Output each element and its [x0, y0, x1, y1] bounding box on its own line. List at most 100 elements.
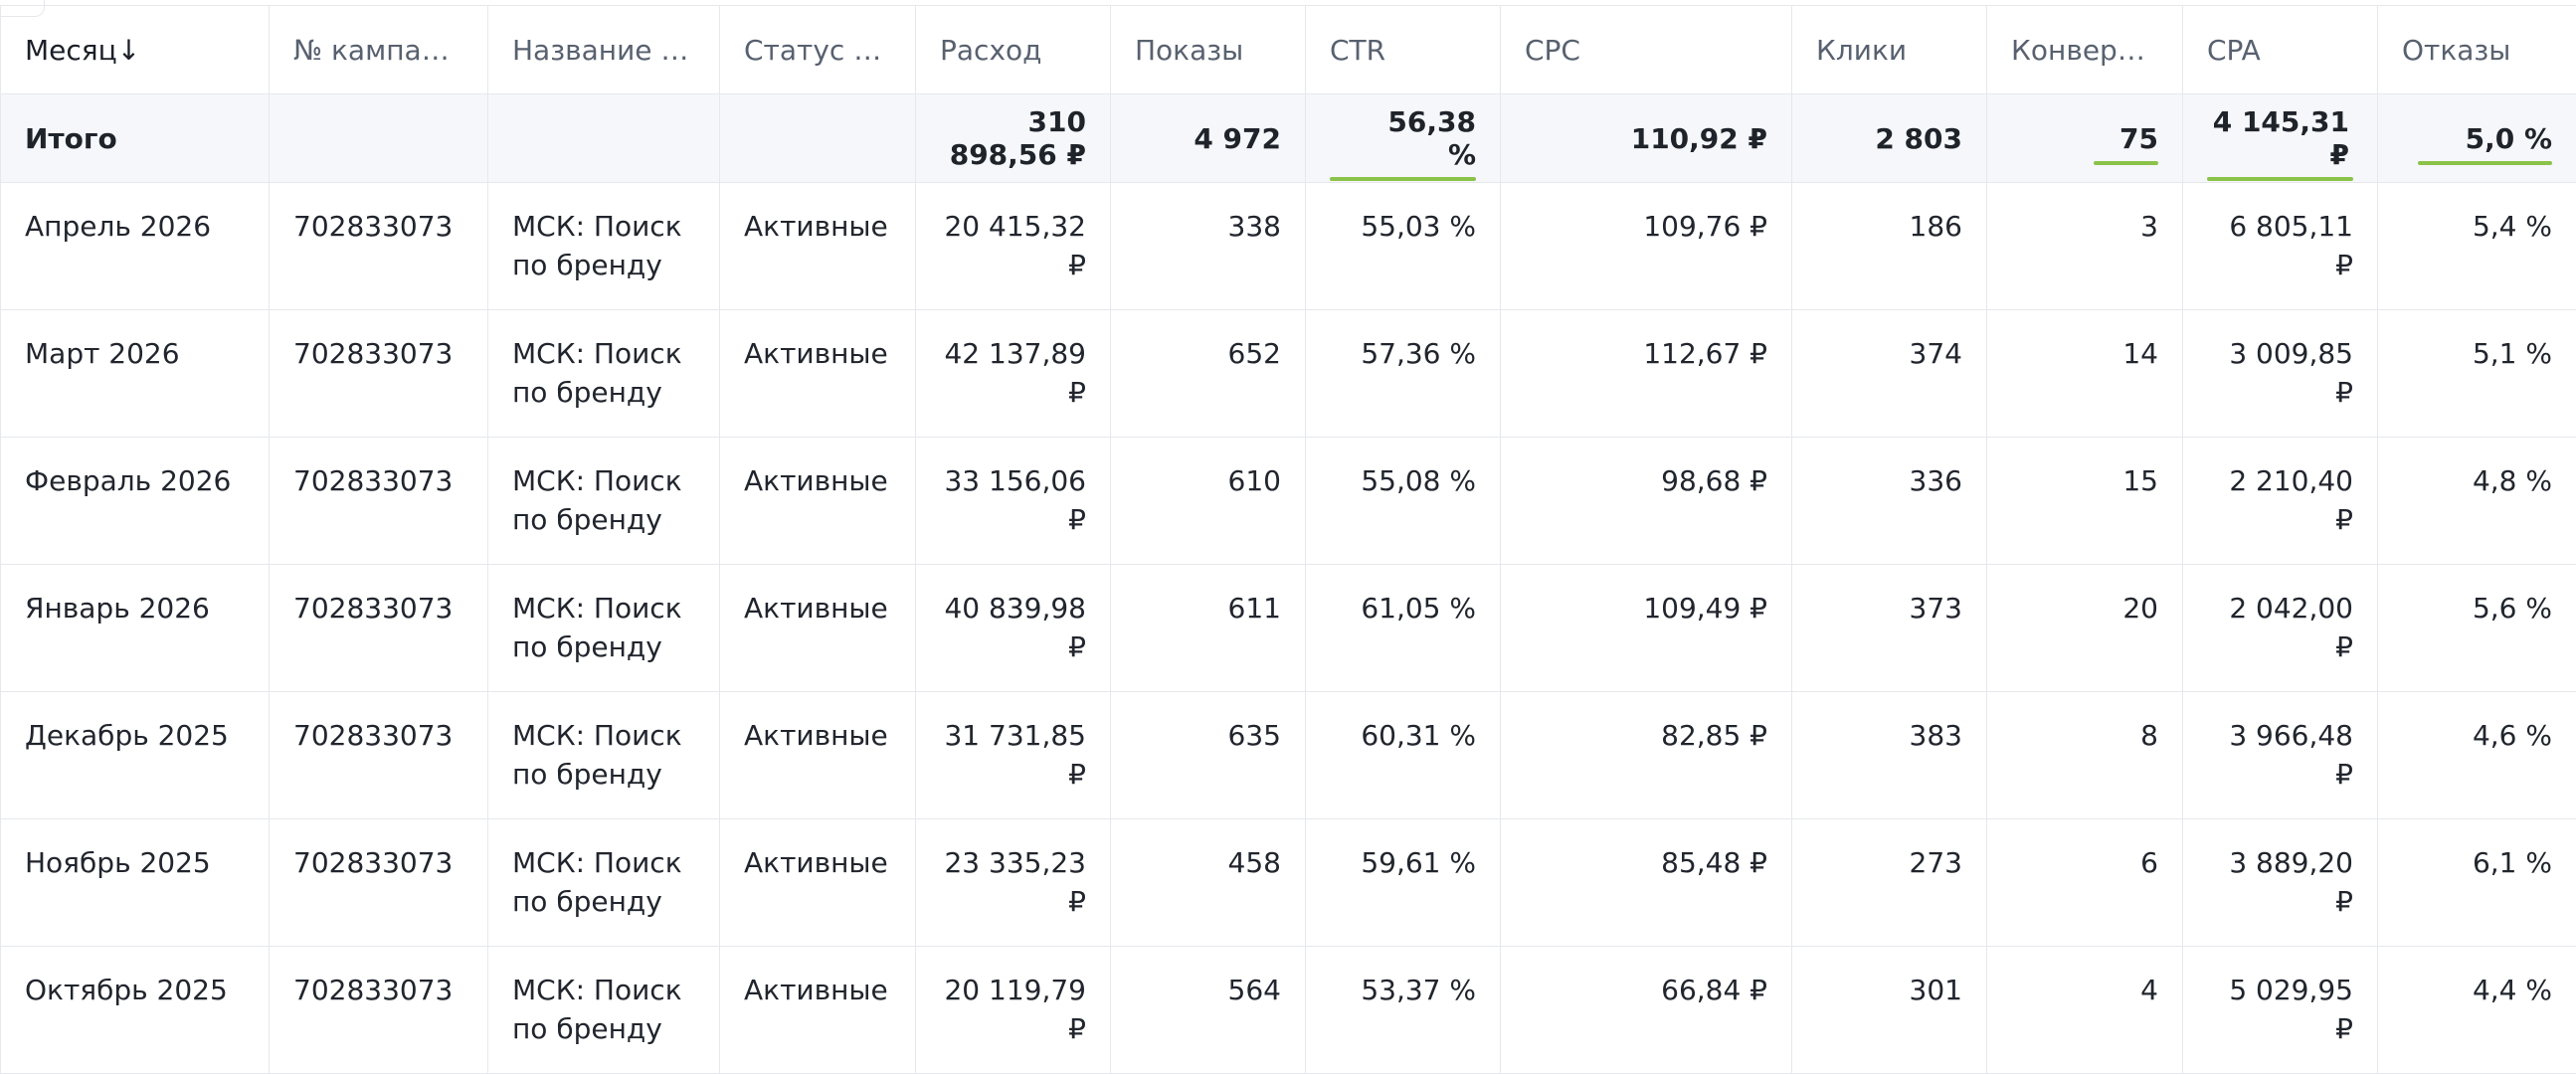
total-row: Итого 310 898,56 ₽ 4 972 56,38 % 110,92 … [0, 93, 2576, 183]
total-clicks: 2 803 [1791, 93, 1987, 183]
total-bounces-cell: 5,0 % [2377, 93, 2576, 183]
cell-bounces: 5,4 % [2377, 182, 2576, 310]
cell-cpc: 109,49 ₽ [1500, 564, 1792, 692]
cell-campaign-name: МСК: Поиск по бренду [487, 564, 720, 692]
total-ctr: 56,38 % [1330, 105, 1476, 181]
cell-impressions: 458 [1110, 818, 1306, 947]
cell-bounces: 5,1 % [2377, 309, 2576, 438]
table-row[interactable]: Январь 2026 702833073 МСК: Поиск по бренду… [0, 564, 2576, 692]
total-campaign-status [719, 93, 916, 183]
total-cpa-cell: 4 145,31 ₽ [2182, 93, 2378, 183]
column-header-campaign-name[interactable]: Название ка... [487, 5, 720, 94]
column-header-cpa[interactable]: CPA [2182, 5, 2378, 94]
cell-cpc: 85,48 ₽ [1500, 818, 1792, 947]
table-row[interactable]: Апрель 2026 702833073 МСК: Поиск по бренду… [0, 182, 2576, 310]
statistics-table: Месяц↓ № кампании Название ка... Статус … [0, 5, 2576, 1074]
cell-cpa: 5 029,95 ₽ [2182, 946, 2378, 1074]
table-row[interactable]: Октябрь 2025 702833073 МСК: Поиск по бренд… [0, 946, 2576, 1074]
cell-clicks: 374 [1791, 309, 1987, 438]
cell-campaign-number: 702833073 [269, 309, 488, 438]
column-header-month[interactable]: Месяц↓ [0, 5, 270, 94]
cell-cpa: 3 009,85 ₽ [2182, 309, 2378, 438]
total-ctr-cell: 56,38 % [1305, 93, 1501, 183]
column-header-cpc[interactable]: CPC [1500, 5, 1792, 94]
cell-campaign-name: МСК: Поиск по бренду [487, 691, 720, 819]
column-header-bounces[interactable]: Отказы [2377, 5, 2576, 94]
cell-spend: 31 731,85 ₽ [915, 691, 1111, 819]
cell-month: Декабрь 2025 [0, 691, 270, 819]
total-cpc: 110,92 ₽ [1500, 93, 1792, 183]
column-header-campaign-status[interactable]: Статус ка... [719, 5, 916, 94]
cell-ctr: 53,37 % [1305, 946, 1501, 1074]
cell-month: Ноябрь 2025 [0, 818, 270, 947]
total-conversions-cell: 75 [1986, 93, 2183, 183]
cell-campaign-status: Активные [719, 946, 916, 1074]
cell-cpc: 98,68 ₽ [1500, 437, 1792, 565]
cell-campaign-name: МСК: Поиск по бренду [487, 437, 720, 565]
cell-month: Октябрь 2025 [0, 946, 270, 1074]
cell-ctr: 60,31 % [1305, 691, 1501, 819]
cell-cpa: 3 889,20 ₽ [2182, 818, 2378, 947]
cell-spend: 40 839,98 ₽ [915, 564, 1111, 692]
column-header-campaign-number[interactable]: № кампании [269, 5, 488, 94]
cell-impressions: 610 [1110, 437, 1306, 565]
cell-month: Январь 2026 [0, 564, 270, 692]
cell-campaign-status: Активные [719, 818, 916, 947]
cell-campaign-number: 702833073 [269, 564, 488, 692]
cell-campaign-number: 702833073 [269, 946, 488, 1074]
cell-cpa: 3 966,48 ₽ [2182, 691, 2378, 819]
cell-clicks: 186 [1791, 182, 1987, 310]
cell-month: Март 2026 [0, 309, 270, 438]
cell-clicks: 273 [1791, 818, 1987, 947]
table-header-row: Месяц↓ № кампании Название ка... Статус … [0, 5, 2576, 94]
total-spend: 310 898,56 ₽ [915, 93, 1111, 183]
table-row[interactable]: Ноябрь 2025 702833073 МСК: Поиск по бренду… [0, 818, 2576, 947]
total-conversions: 75 [2094, 122, 2158, 165]
cell-bounces: 5,6 % [2377, 564, 2576, 692]
cell-ctr: 55,08 % [1305, 437, 1501, 565]
cell-cpc: 109,76 ₽ [1500, 182, 1792, 310]
column-header-conversions[interactable]: Конверсии [1986, 5, 2183, 94]
cell-campaign-number: 702833073 [269, 182, 488, 310]
cell-campaign-status: Активные [719, 309, 916, 438]
table-row[interactable]: Март 2026 702833073 МСК: Поиск по бренду Ак… [0, 309, 2576, 438]
column-header-impressions[interactable]: Показы [1110, 5, 1306, 94]
cell-impressions: 652 [1110, 309, 1306, 438]
cell-conversions: 14 [1986, 309, 2183, 438]
column-header-ctr[interactable]: CTR [1305, 5, 1501, 94]
cell-impressions: 338 [1110, 182, 1306, 310]
table-row[interactable]: Декабрь 2025 702833073 МСК: Поиск по бренд… [0, 691, 2576, 819]
cell-bounces: 4,8 % [2377, 437, 2576, 565]
cell-campaign-name: МСК: Поиск по бренду [487, 182, 720, 310]
cell-ctr: 55,03 % [1305, 182, 1501, 310]
cell-bounces: 4,4 % [2377, 946, 2576, 1074]
total-campaign-name [487, 93, 720, 183]
column-header-clicks[interactable]: Клики [1791, 5, 1987, 94]
cell-campaign-status: Активные [719, 564, 916, 692]
cell-month: Февраль 2026 [0, 437, 270, 565]
cell-conversions: 20 [1986, 564, 2183, 692]
cell-campaign-name: МСК: Поиск по бренду [487, 309, 720, 438]
cell-ctr: 61,05 % [1305, 564, 1501, 692]
table-row[interactable]: Февраль 2026 702833073 МСК: Поиск по бренд… [0, 437, 2576, 565]
total-bounces: 5,0 % [2417, 122, 2553, 165]
cell-campaign-number: 702833073 [269, 691, 488, 819]
cell-cpa: 6 805,11 ₽ [2182, 182, 2378, 310]
cell-conversions: 8 [1986, 691, 2183, 819]
cell-spend: 42 137,89 ₽ [915, 309, 1111, 438]
cell-ctr: 57,36 % [1305, 309, 1501, 438]
cell-spend: 20 119,79 ₽ [915, 946, 1111, 1074]
cell-campaign-name: МСК: Поиск по бренду [487, 946, 720, 1074]
column-header-spend[interactable]: Расход [915, 5, 1111, 94]
cell-month: Апрель 2026 [0, 182, 270, 310]
cell-clicks: 336 [1791, 437, 1987, 565]
cell-ctr: 59,61 % [1305, 818, 1501, 947]
cell-conversions: 6 [1986, 818, 2183, 947]
cell-spend: 20 415,32 ₽ [915, 182, 1111, 310]
cell-spend: 33 156,06 ₽ [915, 437, 1111, 565]
cell-campaign-status: Активные [719, 691, 916, 819]
cell-bounces: 6,1 % [2377, 818, 2576, 947]
cell-impressions: 564 [1110, 946, 1306, 1074]
cell-clicks: 383 [1791, 691, 1987, 819]
cell-impressions: 635 [1110, 691, 1306, 819]
